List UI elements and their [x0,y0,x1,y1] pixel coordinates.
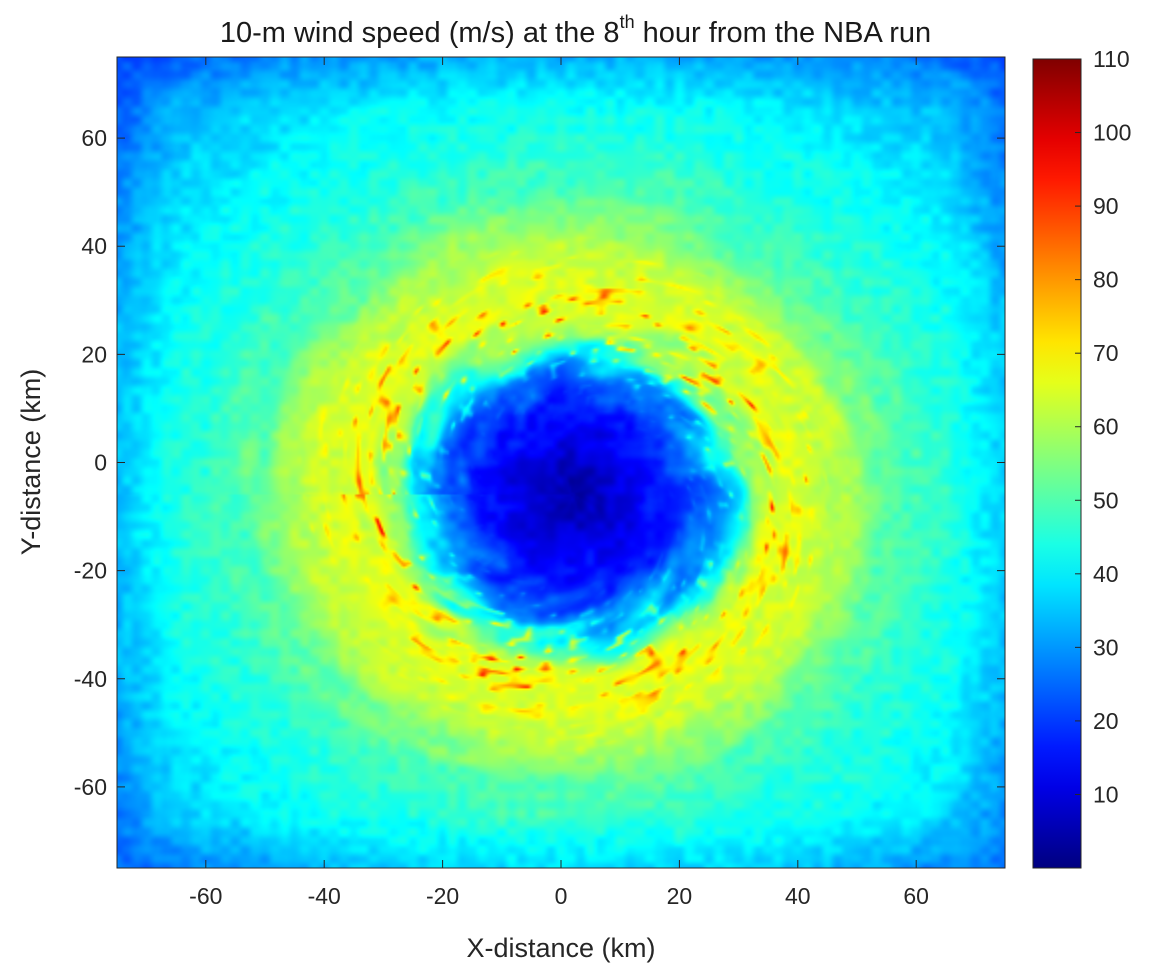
x-axis-label: X-distance (km) [466,933,655,963]
y-tick-label: -40 [74,666,107,692]
x-tick-label: -40 [308,883,341,909]
colorbar-tick-label: 10 [1093,781,1119,807]
x-tick-label: -20 [426,883,459,909]
colorbar-fill [1032,58,1082,869]
x-tick-label: 20 [667,883,693,909]
x-tick-label: 40 [785,883,811,909]
chart-title-suffix: hour from the NBA run [634,17,932,49]
colorbar-tick-label: 40 [1093,561,1119,587]
x-axis: -60 -40 -20 0 20 40 60 [189,57,929,909]
y-axis: -60 -40 -20 0 20 40 60 [74,125,1005,800]
y-axis-label: Y-distance (km) [16,369,46,556]
chart-title: 10-m wind speed (m/s) at the 8th hour fr… [0,12,1151,50]
y-tick-label: 60 [81,125,107,151]
x-tick-label: 60 [903,883,929,909]
y-tick-label: 40 [81,233,107,259]
wind-speed-heatmap [117,57,1005,868]
colorbar-tick-label: 80 [1093,267,1119,293]
colorbar: 10 20 30 40 50 60 70 80 90 100 110 [1032,46,1131,869]
colorbar-tick-label: 70 [1093,340,1119,366]
colorbar-tick-label: 110 [1093,46,1130,72]
colorbar-tick-label: 90 [1093,193,1119,219]
colorbar-ticks: 10 20 30 40 50 60 70 80 90 100 110 [1075,46,1131,807]
chart-title-superscript: th [619,12,635,32]
x-tick-label: -60 [189,883,222,909]
y-tick-label: 0 [94,450,107,476]
plot-area [116,56,1006,869]
x-tick-label: 0 [555,883,568,909]
chart-title-prefix: 10-m wind speed (m/s) at the 8 [219,17,620,49]
y-tick-label: -20 [74,558,107,584]
colorbar-tick-label: 60 [1093,414,1119,440]
y-tick-label: 20 [81,341,107,367]
colorbar-tick-label: 30 [1093,634,1119,660]
colorbar-tick-label: 20 [1093,708,1119,734]
colorbar-tick-label: 50 [1093,487,1119,513]
colorbar-tick-label: 100 [1093,120,1131,146]
y-tick-label: -60 [74,774,107,800]
